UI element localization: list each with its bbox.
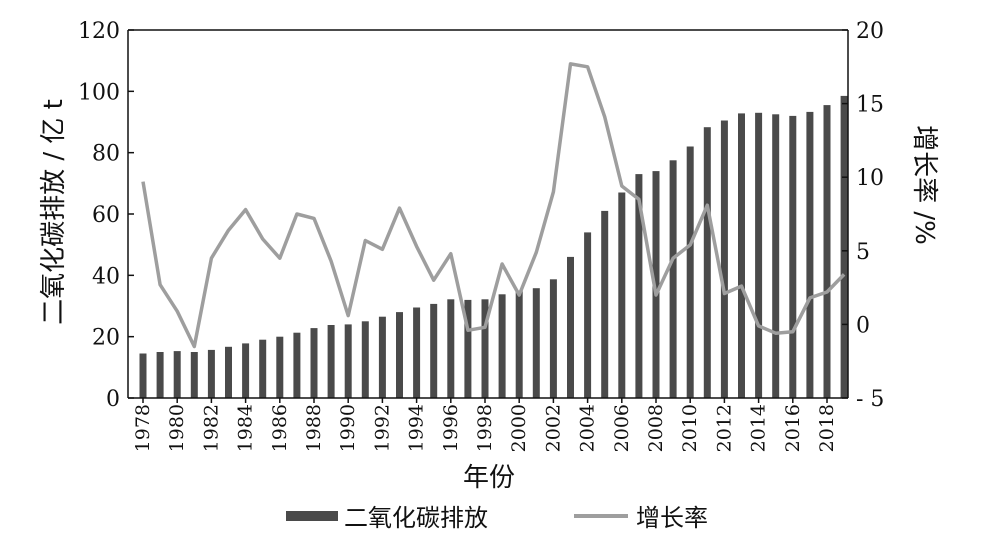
x-tick-label-1984: 1984 — [235, 404, 257, 452]
emission-bar-2006 — [618, 192, 626, 398]
right-tick-label-5: 5 — [856, 240, 870, 265]
legend-line-label: 增长率 — [636, 504, 708, 532]
x-axis-label: 年份 — [463, 463, 515, 493]
left-tick-label-20: 20 — [92, 326, 120, 351]
left-tick-label-100: 100 — [78, 80, 120, 105]
emission-bars — [139, 95, 848, 399]
right-tick-label-20: 20 — [856, 19, 884, 44]
left-tick-label-120: 120 — [78, 19, 120, 44]
legend-bar-label: 二氧化碳排放 — [344, 504, 488, 532]
emission-bar-2003 — [567, 256, 574, 398]
emission-bar-2017 — [806, 111, 814, 399]
emission-bar-2014 — [755, 112, 763, 399]
right-tick-label-15: 15 — [856, 93, 884, 118]
emission-bar-2018 — [823, 105, 831, 398]
legend: 二氧化碳排放 增长率 — [286, 504, 708, 532]
x-tick-label-1998: 1998 — [474, 404, 496, 452]
left-tick-label-80: 80 — [92, 142, 120, 167]
emission-bar-1979 — [156, 352, 164, 398]
left-tick-label-60: 60 — [92, 203, 120, 228]
emission-bar-2001 — [532, 288, 540, 398]
x-tick-label-2006: 2006 — [611, 404, 633, 452]
emission-bar-2009 — [669, 160, 677, 398]
emission-bar-2012 — [720, 120, 728, 398]
emission-bar-2019 — [840, 95, 848, 399]
emission-bar-1986 — [276, 336, 284, 398]
emission-bar-1984 — [242, 343, 250, 398]
emission-bar-1985 — [259, 339, 267, 398]
x-tick-label-1996: 1996 — [440, 404, 462, 452]
right-tick-label-10: 10 — [856, 166, 884, 191]
emission-bar-2007 — [635, 174, 643, 398]
x-tick-label-2008: 2008 — [645, 404, 667, 452]
x-tick-label-2014: 2014 — [748, 404, 770, 452]
x-tick-label-1980: 1980 — [166, 404, 188, 452]
x-tick-label-1994: 1994 — [406, 404, 428, 452]
legend-bar-swatch — [286, 511, 338, 521]
x-tick-label-2012: 2012 — [713, 404, 735, 452]
emission-bar-1998 — [481, 299, 489, 398]
emission-bar-1982 — [207, 349, 215, 398]
emission-bar-1993 — [396, 312, 403, 398]
x-tick-label-1978: 1978 — [132, 404, 154, 452]
emission-bar-1987 — [293, 332, 301, 398]
emission-bar-2002 — [549, 279, 557, 398]
x-tick-label-1986: 1986 — [269, 404, 291, 452]
emission-bar-1999 — [498, 294, 506, 398]
x-tick-label-1992: 1992 — [371, 404, 393, 452]
emission-bar-2011 — [703, 127, 711, 398]
growth-rate-line-layer — [141, 62, 846, 349]
x-tick-label-2018: 2018 — [816, 404, 838, 452]
emission-bar-1978 — [139, 353, 147, 398]
emission-bar-2010 — [686, 146, 694, 398]
x-tick-label-1990: 1990 — [337, 404, 359, 452]
emission-bar-2013 — [738, 113, 745, 399]
x-tick-label-2000: 2000 — [508, 404, 530, 452]
left-axis-ticks: 0 20 40 60 80 100 120 — [78, 19, 134, 412]
emission-bar-2000 — [515, 290, 523, 398]
right-tick-label--5: - 5 — [856, 387, 884, 412]
left-axis-label: 二氧化碳排放 / 亿 t — [39, 99, 69, 325]
emission-bar-2015 — [772, 114, 780, 399]
x-tick-label-2010: 2010 — [679, 404, 701, 452]
emission-bar-1995 — [430, 303, 438, 398]
x-tick-label-2004: 2004 — [577, 404, 599, 452]
x-tick-label-2002: 2002 — [542, 404, 564, 452]
right-tick-label-0: 0 — [856, 313, 870, 338]
emission-bar-1991 — [361, 321, 369, 398]
emission-bar-1980 — [173, 351, 181, 398]
emission-bar-1981 — [190, 352, 198, 398]
right-axis-label: 增长率 /% — [909, 125, 939, 245]
x-tick-label-2016: 2016 — [782, 404, 804, 452]
emission-bar-1990 — [344, 324, 352, 398]
emission-bar-2005 — [601, 210, 609, 398]
x-axis-ticks: 1978 1980 1982 1984 1986 1988 1990 1992 1994 1996… — [132, 398, 838, 452]
emission-bar-1996 — [447, 299, 455, 398]
emission-bar-1994 — [413, 307, 421, 398]
x-tick-label-1982: 1982 — [200, 404, 222, 452]
emission-bar-1992 — [378, 316, 386, 398]
emission-bar-1983 — [225, 346, 232, 398]
x-tick-label-1988: 1988 — [303, 404, 325, 452]
emission-bar-1988 — [310, 328, 318, 398]
left-tick-label-40: 40 — [92, 264, 120, 289]
emission-bar-2016 — [789, 115, 797, 399]
emission-bar-1989 — [327, 325, 335, 398]
left-tick-label-0: 0 — [106, 387, 120, 412]
emission-bar-1997 — [464, 299, 472, 398]
growth-rate-line — [141, 62, 846, 349]
emission-bar-2004 — [584, 232, 592, 398]
right-axis-ticks: - 5 0 5 10 15 20 — [842, 19, 884, 412]
emission-bar-2008 — [652, 171, 660, 398]
